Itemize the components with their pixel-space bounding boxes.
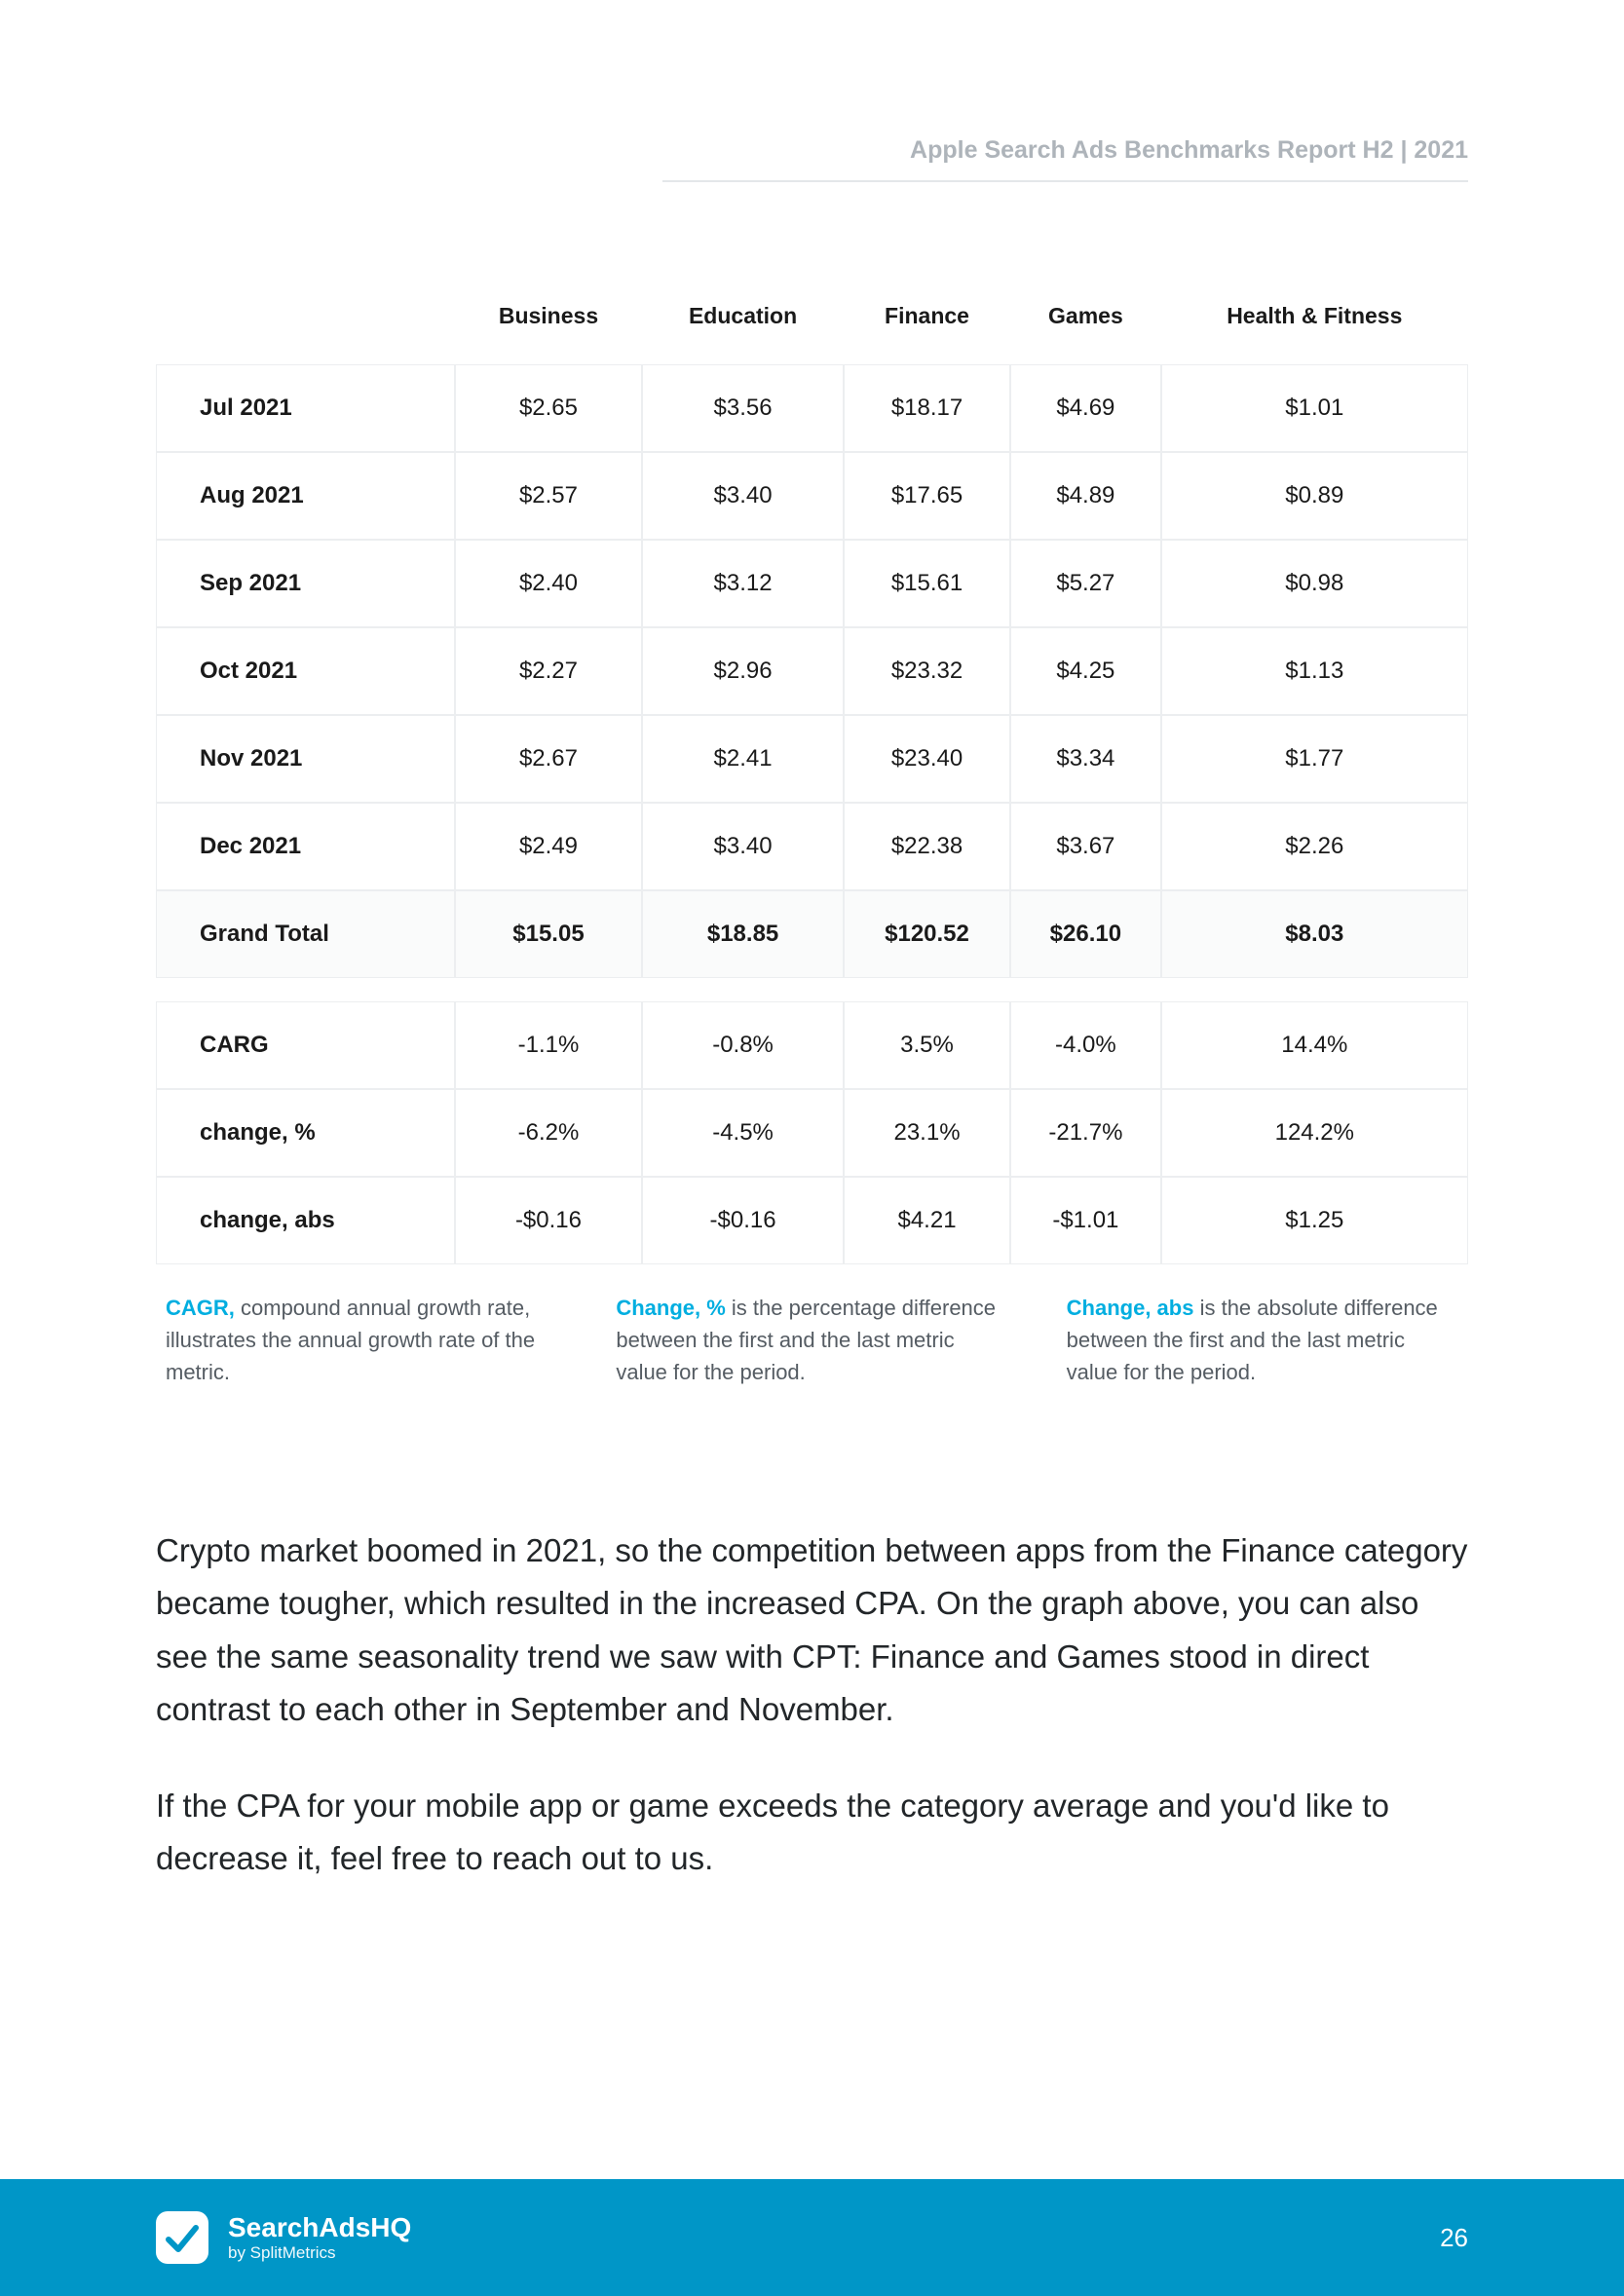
cell: $2.67 [455,715,643,803]
row-label: change, % [156,1089,455,1177]
cell: $3.12 [642,540,844,627]
cell: $18.17 [844,364,1010,452]
cell: $2.26 [1161,803,1468,890]
cell: -0.8% [642,1001,844,1089]
cell: $4.25 [1010,627,1160,715]
cell: $26.10 [1010,890,1160,978]
cell: $2.57 [455,452,643,540]
cell: $2.65 [455,364,643,452]
cell: $3.34 [1010,715,1160,803]
cell: -4.5% [642,1089,844,1177]
cell: 23.1% [844,1089,1010,1177]
row-label: Sep 2021 [156,540,455,627]
cell: -$0.16 [642,1177,844,1264]
cell: $2.96 [642,627,844,715]
cell: $1.01 [1161,364,1468,452]
body-paragraph-1: Crypto market boomed in 2021, so the com… [156,1524,1468,1737]
cell: $4.21 [844,1177,1010,1264]
row-label: CARG [156,1001,455,1089]
col-header: Games [1010,280,1160,364]
table-row: Oct 2021$2.27$2.96$23.32$4.25$1.13 [156,627,1468,715]
table-row: Nov 2021$2.67$2.41$23.40$3.34$1.77 [156,715,1468,803]
cell: $23.40 [844,715,1010,803]
col-header: Education [642,280,844,364]
cell: $3.40 [642,452,844,540]
cell: $1.13 [1161,627,1468,715]
brand-block: SearchAdsHQ by SplitMetrics [156,2211,411,2264]
cell: -$0.16 [455,1177,643,1264]
definition: Change, % is the percentage difference b… [616,1292,1007,1388]
cell: $2.41 [642,715,844,803]
cell: $18.85 [642,890,844,978]
row-label: Nov 2021 [156,715,455,803]
brand-name: SearchAdsHQ [228,2212,411,2243]
table-row: Dec 2021$2.49$3.40$22.38$3.67$2.26 [156,803,1468,890]
cell: $2.27 [455,627,643,715]
cell: $0.98 [1161,540,1468,627]
cell: $3.40 [642,803,844,890]
cell: $120.52 [844,890,1010,978]
cell: 124.2% [1161,1089,1468,1177]
table-header-row: Business Education Finance Games Health … [156,280,1468,364]
cell: -$1.01 [1010,1177,1160,1264]
cell: $2.49 [455,803,643,890]
cell: -6.2% [455,1089,643,1177]
cell: -21.7% [1010,1089,1160,1177]
cell: $15.61 [844,540,1010,627]
benchmarks-table: Business Education Finance Games Health … [156,280,1468,1264]
cell: 3.5% [844,1001,1010,1089]
brand-byline: by SplitMetrics [228,2243,411,2263]
page-number: 26 [1440,2223,1468,2253]
cell: $8.03 [1161,890,1468,978]
cell: $4.89 [1010,452,1160,540]
cell: $15.05 [455,890,643,978]
table-row: Grand Total$15.05$18.85$120.52$26.10$8.0… [156,890,1468,978]
table-row: Aug 2021$2.57$3.40$17.65$4.89$0.89 [156,452,1468,540]
cell: $22.38 [844,803,1010,890]
table-row: CARG-1.1%-0.8%3.5%-4.0%14.4% [156,1001,1468,1089]
cell: $3.67 [1010,803,1160,890]
cell: $0.89 [1161,452,1468,540]
col-header: Health & Fitness [1161,280,1468,364]
cell: $2.40 [455,540,643,627]
page-footer: SearchAdsHQ by SplitMetrics 26 [0,2179,1624,2296]
definition-term: Change, abs [1067,1296,1194,1320]
row-label: Jul 2021 [156,364,455,452]
cell: $17.65 [844,452,1010,540]
col-header: Finance [844,280,1010,364]
report-header: Apple Search Ads Benchmarks Report H2 | … [662,136,1468,182]
cell: $3.56 [642,364,844,452]
row-label: Dec 2021 [156,803,455,890]
cell: $1.25 [1161,1177,1468,1264]
cell: $23.32 [844,627,1010,715]
row-label: Oct 2021 [156,627,455,715]
table-row: change, abs-$0.16-$0.16$4.21-$1.01$1.25 [156,1177,1468,1264]
cell: 14.4% [1161,1001,1468,1089]
cell: $4.69 [1010,364,1160,452]
table-row: change, %-6.2%-4.5%23.1%-21.7%124.2% [156,1089,1468,1177]
brand-logo-icon [156,2211,208,2264]
cell: $5.27 [1010,540,1160,627]
definitions-row: CAGR, compound annual growth rate, illus… [156,1292,1468,1388]
cell: -4.0% [1010,1001,1160,1089]
definition-term: Change, % [616,1296,725,1320]
col-header: Business [455,280,643,364]
row-label: change, abs [156,1177,455,1264]
row-label: Grand Total [156,890,455,978]
row-label: Aug 2021 [156,452,455,540]
table-row: Sep 2021$2.40$3.12$15.61$5.27$0.98 [156,540,1468,627]
definition: Change, abs is the absolute difference b… [1067,1292,1458,1388]
definition: CAGR, compound annual growth rate, illus… [166,1292,557,1388]
definition-term: CAGR, [166,1296,235,1320]
body-paragraph-2: If the CPA for your mobile app or game e… [156,1780,1468,1886]
table-row: Jul 2021$2.65$3.56$18.17$4.69$1.01 [156,364,1468,452]
cell: $1.77 [1161,715,1468,803]
cell: -1.1% [455,1001,643,1089]
